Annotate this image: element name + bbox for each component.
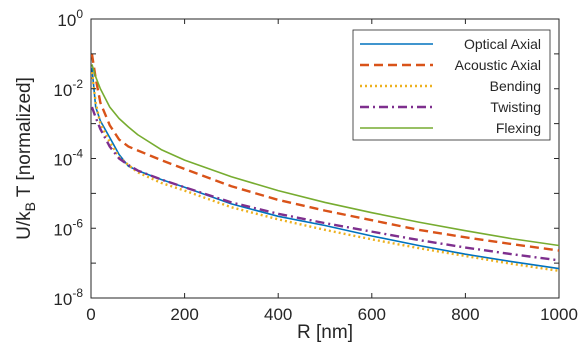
y-axis-label: U/kB T [normalized] — [14, 77, 38, 240]
y-tick-label: 10-2 — [53, 77, 83, 100]
x-tick-label: 400 — [264, 305, 292, 324]
y-tick-label: 10-8 — [53, 286, 83, 309]
legend-label: Bending — [490, 78, 541, 94]
y-tick-base: 10 — [53, 151, 72, 170]
y-tick-base: 10 — [57, 11, 76, 30]
x-tick-label: 0 — [86, 305, 95, 324]
y-axis-label-main: U/k — [14, 211, 35, 240]
y-tick-label: 10-4 — [53, 147, 83, 170]
y-tick-power: 0 — [76, 7, 83, 21]
legend-label: Acoustic Axial — [455, 57, 541, 73]
y-tick-power: -6 — [72, 216, 83, 230]
legend-label: Twisting — [490, 99, 541, 115]
legend-label: Flexing — [496, 120, 541, 136]
series-line-acoustic-axial — [91, 53, 559, 252]
series-line-bending — [91, 71, 559, 273]
series-line-flexing — [91, 64, 559, 247]
y-tick-power: -8 — [72, 286, 83, 300]
y-tick-base: 10 — [53, 290, 72, 309]
x-tick-label: 200 — [170, 305, 198, 324]
legend-label: Optical Axial — [464, 36, 541, 52]
y-tick-base: 10 — [53, 81, 72, 100]
x-tick-label: 600 — [358, 305, 386, 324]
y-tick-label: 100 — [57, 7, 83, 30]
x-tick-label: 800 — [451, 305, 479, 324]
y-tick-label: 10-6 — [53, 216, 83, 239]
x-axis-ticks: 0 200 400 600 800 1000 — [86, 19, 578, 324]
y-tick-power: -4 — [72, 147, 83, 161]
series-line-twisting — [91, 106, 559, 262]
y-tick-base: 10 — [53, 220, 72, 239]
x-axis-label: R [nm] — [297, 322, 353, 343]
y-tick-power: -2 — [72, 77, 83, 91]
y-axis-label-rest: T [normalized] — [14, 77, 35, 202]
y-axis-label-sub: B — [22, 202, 38, 211]
legend-entries: Optical Axial Acoustic Axial Bending Twisti… — [360, 36, 541, 136]
x-tick-label: 1000 — [540, 305, 578, 324]
legend: Optical Axial Acoustic Axial Bending Twisti… — [352, 29, 551, 141]
series-line-optical-axial — [91, 67, 559, 270]
series-layer — [91, 53, 559, 273]
